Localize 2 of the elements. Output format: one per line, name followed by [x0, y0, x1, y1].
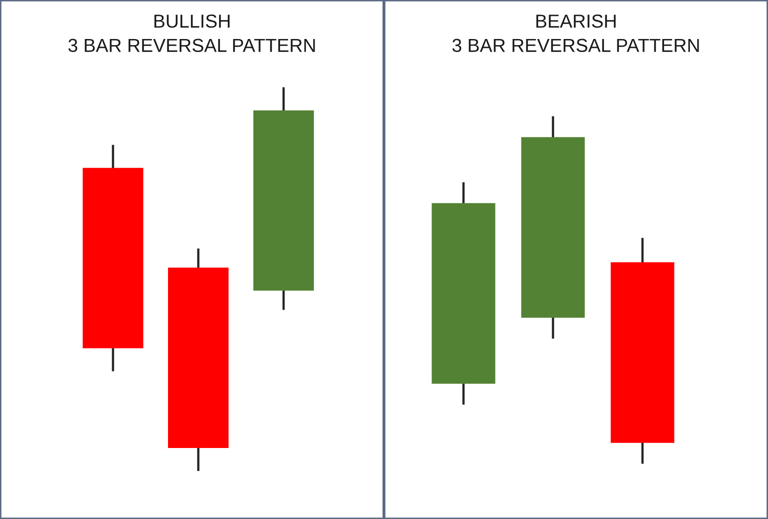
chart-title: BEARISH 3 BAR REVERSAL PATTERN	[452, 14, 699, 52]
chart-title: BULLISH 3 BAR REVERSAL PATTERN	[68, 14, 315, 52]
